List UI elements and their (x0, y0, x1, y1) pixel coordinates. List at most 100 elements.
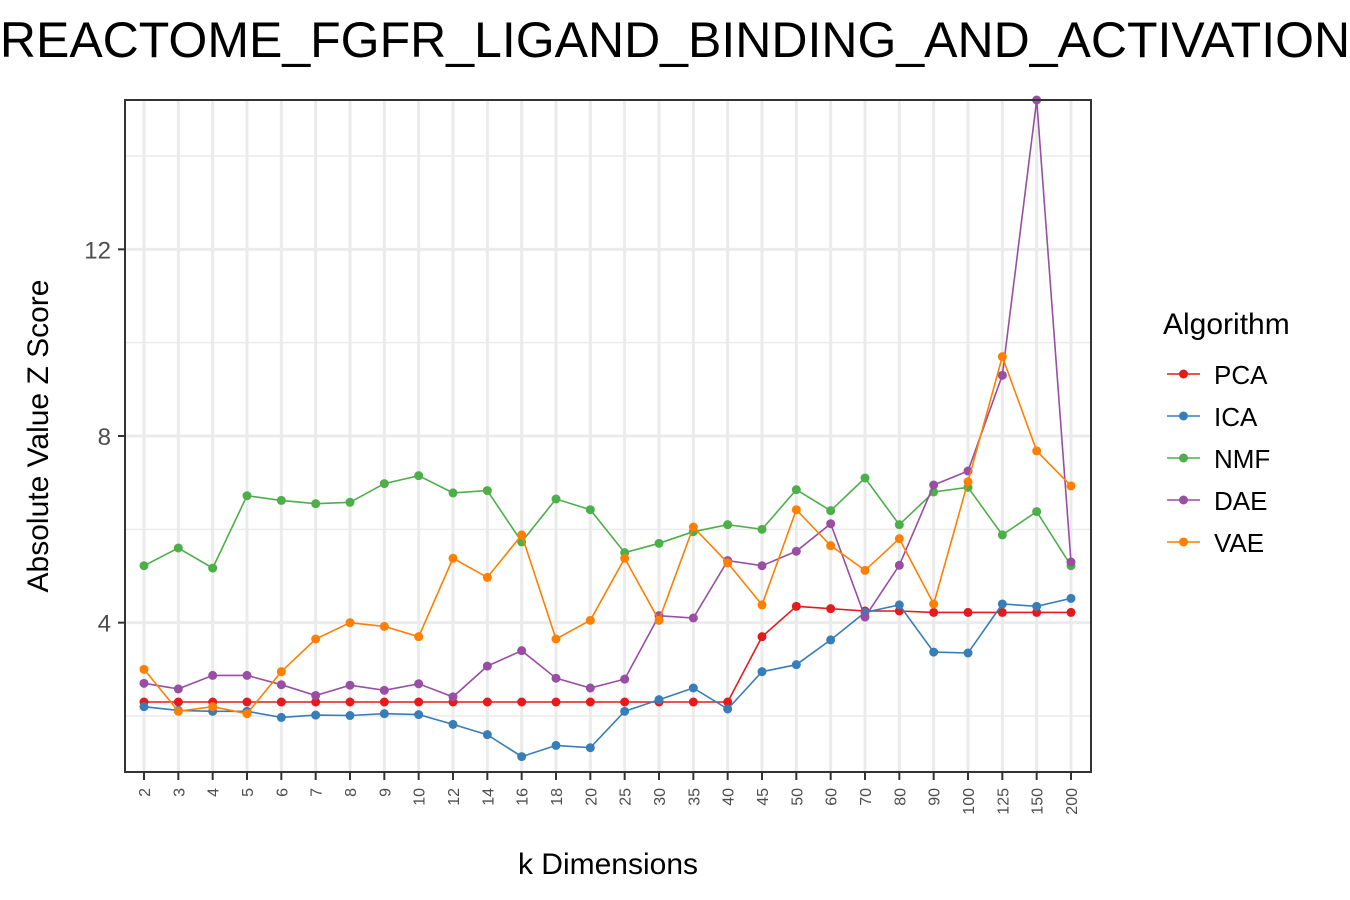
legend-item-nmf: NMF (1167, 444, 1270, 474)
x-tick-label: 14 (480, 788, 497, 806)
x-tick-label: 200 (1064, 788, 1081, 815)
data-point (482, 486, 492, 496)
x-tick-label: 25 (618, 788, 635, 806)
legend-label: ICA (1214, 402, 1258, 432)
data-point (791, 505, 801, 515)
legend-item-pca: PCA (1167, 360, 1268, 390)
x-tick-label: 125 (995, 788, 1012, 815)
x-tick-label: 8 (343, 788, 360, 797)
data-point (448, 488, 458, 498)
data-point (997, 530, 1007, 540)
series-line (143, 354, 1072, 715)
x-tick-label: 35 (686, 788, 703, 806)
series-vae (139, 352, 1076, 719)
data-point (688, 522, 698, 532)
legend-key-point (1179, 537, 1188, 547)
data-point (208, 563, 218, 573)
data-point (379, 685, 389, 695)
data-point (276, 680, 286, 690)
data-point (414, 710, 424, 720)
data-point (723, 697, 733, 707)
data-point (482, 572, 492, 582)
data-point (997, 607, 1007, 617)
legend: Algorithm PCA ICA NMF DAE VAE (1163, 308, 1290, 558)
data-point (826, 519, 836, 529)
data-point (929, 607, 939, 617)
x-tick-label: 50 (789, 788, 806, 806)
data-point (208, 702, 218, 712)
legend-item-ica: ICA (1167, 402, 1258, 432)
series-line (144, 605, 1071, 703)
data-point (757, 561, 767, 571)
data-point (139, 561, 149, 571)
data-point (448, 553, 458, 563)
data-point (482, 697, 492, 707)
data-point (173, 543, 183, 553)
x-tick-label: 6 (274, 788, 291, 797)
data-point (894, 600, 904, 610)
data-point (517, 697, 527, 707)
legend-label: PCA (1214, 360, 1268, 390)
data-point (551, 673, 561, 683)
legend-label: NMF (1214, 444, 1270, 474)
data-point (894, 560, 904, 570)
x-tick-label: 30 (652, 788, 669, 806)
chart-title: REACTOME_FGFR_LIGAND_BINDING_AND_ACTIVAT… (0, 12, 1350, 68)
data-point (276, 712, 286, 722)
data-point (757, 600, 767, 610)
data-point (688, 613, 698, 623)
data-point (963, 607, 973, 617)
legend-label: VAE (1214, 528, 1264, 558)
x-axis-title: k Dimensions (518, 848, 698, 881)
legend-title: Algorithm (1163, 308, 1290, 341)
data-point (242, 670, 252, 680)
x-tick-label: 16 (515, 788, 532, 806)
data-point (997, 352, 1007, 362)
data-point (997, 370, 1007, 380)
x-tick-label: 40 (721, 788, 738, 806)
x-tick-label: 3 (171, 788, 188, 797)
data-point (173, 706, 183, 716)
legend-key-point (1179, 453, 1188, 463)
data-point (757, 524, 767, 534)
data-point (276, 667, 286, 677)
data-point (517, 752, 527, 762)
x-tick-label: 100 (961, 788, 978, 815)
data-point (173, 684, 183, 694)
data-point (345, 618, 355, 628)
data-point (894, 520, 904, 530)
data-point (379, 709, 389, 719)
data-point (276, 697, 286, 707)
x-tick-label: 45 (755, 788, 772, 806)
data-point (551, 634, 561, 644)
data-point (688, 683, 698, 693)
data-point (997, 599, 1007, 609)
data-point (929, 599, 939, 609)
data-point (860, 565, 870, 575)
data-point (1066, 607, 1076, 617)
data-point (620, 553, 630, 563)
y-tick-label: 8 (98, 424, 111, 451)
data-point (688, 697, 698, 707)
data-point (585, 697, 595, 707)
data-point (345, 497, 355, 507)
x-tick-label: 150 (1030, 788, 1047, 815)
x-tick-label: 9 (377, 788, 394, 797)
data-point (345, 680, 355, 690)
x-tick-label: 7 (309, 788, 326, 797)
legend-item-vae: VAE (1167, 528, 1264, 558)
data-point (963, 648, 973, 658)
data-point (826, 541, 836, 551)
data-point (1066, 481, 1076, 491)
series-line (143, 474, 1072, 570)
data-point (791, 485, 801, 495)
data-point (242, 697, 252, 707)
data-point (585, 615, 595, 625)
y-tick-label: 12 (84, 237, 111, 264)
data-point (620, 674, 630, 684)
y-tick-label: 4 (98, 611, 111, 638)
data-point (620, 697, 630, 707)
data-point (379, 697, 389, 707)
data-point (1032, 507, 1042, 517)
